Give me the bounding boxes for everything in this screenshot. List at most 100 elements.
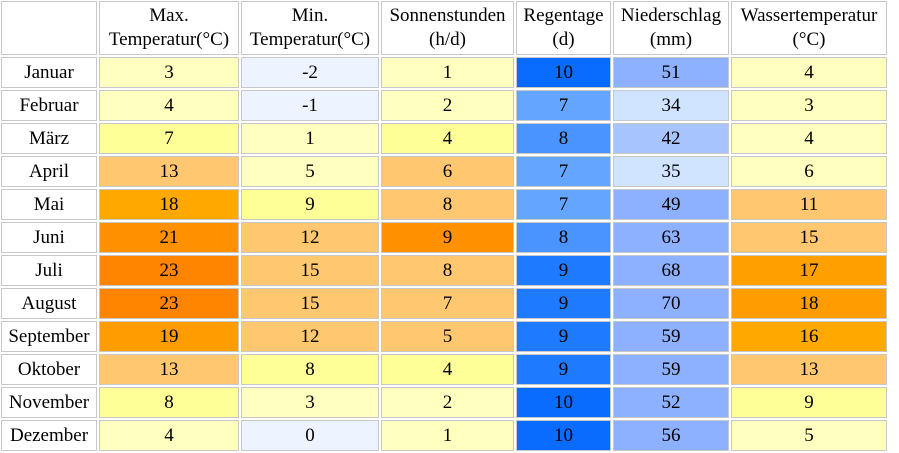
month-label: April [1, 156, 97, 187]
cell-min-temp: -1 [241, 90, 379, 121]
cell-max-temp: 18 [99, 189, 239, 220]
cell-water-temp: 3 [731, 90, 887, 121]
cell-max-temp: 8 [99, 387, 239, 418]
cell-water-temp: 4 [731, 57, 887, 88]
header-max-temp-line2: Temperatur(°C) [108, 29, 230, 50]
cell-water-temp: 16 [731, 321, 887, 352]
cell-rain-days: 9 [516, 354, 611, 385]
cell-max-temp: 3 [99, 57, 239, 88]
cell-water-temp: 13 [731, 354, 887, 385]
cell-precip: 63 [613, 222, 729, 253]
cell-sun-hours: 9 [381, 222, 514, 253]
cell-max-temp: 4 [99, 90, 239, 121]
table-row: März 7 1 4 8 42 4 [1, 123, 887, 154]
header-sun-hours-line2: (h/d) [429, 29, 466, 50]
month-label: August [1, 288, 97, 319]
cell-max-temp: 7 [99, 123, 239, 154]
cell-sun-hours: 8 [381, 255, 514, 286]
header-rain-days: Regentage (d) [516, 1, 611, 55]
cell-max-temp: 21 [99, 222, 239, 253]
cell-rain-days: 9 [516, 255, 611, 286]
table-row: November 8 3 2 10 52 9 [1, 387, 887, 418]
cell-sun-hours: 8 [381, 189, 514, 220]
cell-rain-days: 10 [516, 387, 611, 418]
cell-min-temp: 15 [241, 288, 379, 319]
table-row: Januar 3 -2 1 10 51 4 [1, 57, 887, 88]
cell-max-temp: 13 [99, 156, 239, 187]
month-label: Dezember [1, 420, 97, 451]
cell-min-temp: -2 [241, 57, 379, 88]
header-max-temp-line1: Max. [149, 5, 189, 26]
cell-min-temp: 3 [241, 387, 379, 418]
header-sun-hours: Sonnenstunden (h/d) [381, 1, 514, 55]
cell-precip: 35 [613, 156, 729, 187]
table-row: September 19 12 5 9 59 16 [1, 321, 887, 352]
cell-sun-hours: 4 [381, 123, 514, 154]
header-water-temp: Wassertemperatur (°C) [731, 1, 887, 55]
cell-precip: 51 [613, 57, 729, 88]
cell-sun-hours: 6 [381, 156, 514, 187]
cell-rain-days: 7 [516, 189, 611, 220]
month-label: Oktober [1, 354, 97, 385]
cell-sun-hours: 7 [381, 288, 514, 319]
header-row: Max. Temperatur(°C) Min. Temperatur(°C) … [1, 1, 887, 55]
cell-precip: 68 [613, 255, 729, 286]
cell-sun-hours: 1 [381, 420, 514, 451]
header-min-temp-line2: Temperatur(°C) [249, 29, 371, 50]
cell-water-temp: 4 [731, 123, 887, 154]
cell-rain-days: 7 [516, 90, 611, 121]
month-label: Januar [1, 57, 97, 88]
cell-rain-days: 7 [516, 156, 611, 187]
cell-sun-hours: 5 [381, 321, 514, 352]
month-label: November [1, 387, 97, 418]
table-row: August 23 15 7 9 70 18 [1, 288, 887, 319]
cell-rain-days: 8 [516, 222, 611, 253]
cell-max-temp: 4 [99, 420, 239, 451]
month-label: Juli [1, 255, 97, 286]
cell-rain-days: 9 [516, 288, 611, 319]
cell-sun-hours: 2 [381, 387, 514, 418]
cell-precip: 70 [613, 288, 729, 319]
header-min-temp: Min. Temperatur(°C) [241, 1, 379, 55]
table-row: Mai 18 9 8 7 49 11 [1, 189, 887, 220]
cell-precip: 59 [613, 321, 729, 352]
cell-water-temp: 11 [731, 189, 887, 220]
header-max-temp: Max. Temperatur(°C) [99, 1, 239, 55]
table-row: Februar 4 -1 2 7 34 3 [1, 90, 887, 121]
cell-min-temp: 1 [241, 123, 379, 154]
month-label: September [1, 321, 97, 352]
cell-water-temp: 15 [731, 222, 887, 253]
cell-min-temp: 0 [241, 420, 379, 451]
month-label: Februar [1, 90, 97, 121]
table-row: April 13 5 6 7 35 6 [1, 156, 887, 187]
cell-min-temp: 12 [241, 222, 379, 253]
table-row: Oktober 13 8 4 9 59 13 [1, 354, 887, 385]
header-rain-days-line2: (d) [552, 29, 575, 50]
header-precip-line1: Niederschlag [620, 5, 722, 26]
cell-precip: 42 [613, 123, 729, 154]
cell-rain-days: 10 [516, 57, 611, 88]
cell-max-temp: 23 [99, 288, 239, 319]
cell-water-temp: 9 [731, 387, 887, 418]
table-row: Juli 23 15 8 9 68 17 [1, 255, 887, 286]
cell-min-temp: 9 [241, 189, 379, 220]
cell-water-temp: 5 [731, 420, 887, 451]
table-row: Juni 21 12 9 8 63 15 [1, 222, 887, 253]
cell-precip: 59 [613, 354, 729, 385]
table-body: Januar 3 -2 1 10 51 4 Februar 4 -1 2 7 34 3 März 7 1 4 8 42… [1, 57, 887, 451]
table-row: Dezember 4 0 1 10 56 5 [1, 420, 887, 451]
cell-max-temp: 19 [99, 321, 239, 352]
cell-rain-days: 9 [516, 321, 611, 352]
cell-min-temp: 8 [241, 354, 379, 385]
header-water-temp-line2: (°C) [792, 29, 826, 50]
header-month [1, 1, 97, 55]
cell-sun-hours: 4 [381, 354, 514, 385]
cell-water-temp: 18 [731, 288, 887, 319]
cell-water-temp: 6 [731, 156, 887, 187]
header-water-temp-line1: Wassertemperatur [740, 5, 878, 26]
cell-rain-days: 8 [516, 123, 611, 154]
cell-min-temp: 12 [241, 321, 379, 352]
header-min-temp-line1: Min. [291, 5, 329, 26]
month-label: Juni [1, 222, 97, 253]
